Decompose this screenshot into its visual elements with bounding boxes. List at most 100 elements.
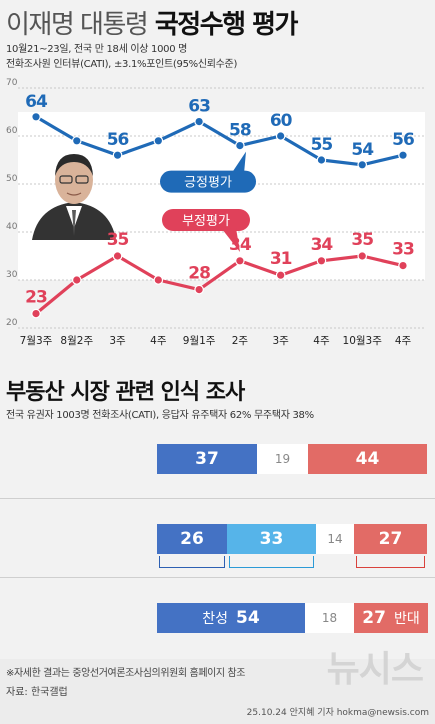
row-divider [0,498,435,499]
page-title: 이재명 대통령 국정수행 평가 [6,4,299,41]
data-label: 34 [311,235,334,255]
data-label: 54 [351,140,374,160]
segment-value: 54 [236,608,260,628]
title-part2: 국정수행 평가 [154,10,299,40]
legend-positive-label: 긍정평가 [184,176,232,191]
legend-negative-label: 부정평가 [182,214,230,229]
subtitle-line1: 10월21~23일, 전국 만 18세 이상 1000 명 [6,44,188,55]
x-tick-label: 8월2주 [60,335,93,347]
data-point [71,135,82,146]
person-portrait-icon [32,154,116,240]
segment-value: 27 [378,529,403,549]
data-point [275,270,286,280]
data-label: 63 [188,97,210,117]
y-tick-label: 50 [6,174,18,184]
data-label: 55 [311,135,333,155]
data-label: 56 [392,130,414,150]
segment-value: 33 [259,529,284,549]
survey-bar-segment: 26 [157,524,227,554]
survey-bar-segment: 37 [157,444,257,474]
data-point [357,160,368,170]
data-point [71,275,82,285]
data-point [398,150,408,160]
segment-value: 26 [180,529,204,549]
section2-subtitle: 전국 유권자 1003명 전화조사(CATI), 응답자 유주택자 62% 무주… [6,410,314,421]
caption-bracket [229,556,314,568]
legend-positive-pointer [232,151,246,174]
section2-title: 부동산 시장 관련 인식 조사 [6,380,245,405]
source-label: 자료: 한국갤럽 [6,687,68,698]
data-point [275,131,286,141]
x-tick-label: 10월3주 [343,335,383,347]
data-point [235,140,245,151]
caption-bracket [356,556,425,568]
data-label: 33 [392,240,414,260]
data-label: 35 [107,230,129,250]
data-label: 60 [270,111,293,131]
legend-negative-pointer [222,228,240,252]
footer-band [0,659,435,724]
watermark-logo: 뉴시스 [326,649,424,690]
credit-line: 25.10.24 안지혜 기자 hokma@newsis.com [246,708,429,718]
survey-bar-segment: 27 반대 [354,603,428,633]
data-point [153,275,164,285]
series-line-negative [34,254,404,315]
subtitle-line2: 전화조사원 인터뷰(CATI), ±3.1%포인트(95%신뢰수준) [6,59,238,70]
segment-prefix: 반대 [393,611,420,627]
data-point [194,116,204,127]
data-point [112,251,123,261]
data-label: 23 [25,288,47,308]
data-label: 35 [351,230,373,250]
x-tick-label: 7월3주 [20,335,53,347]
x-tick-label: 2주 [232,335,249,347]
x-tick-label: 3주 [109,335,126,347]
segment-value: 27 [362,608,386,628]
x-tick-label: 4주 [313,335,330,347]
data-label: 28 [188,264,210,284]
segment-value: 14 [327,532,343,546]
caption-bracket [159,556,225,568]
segment-prefix: 찬성 [202,611,229,627]
x-tick-label: 4주 [150,335,167,347]
data-label: 31 [270,249,292,269]
data-point [112,150,123,160]
title-part1: 이재명 대통령 [6,10,149,40]
y-tick-label: 60 [6,126,18,136]
survey-bar-segment: 33 [227,524,316,554]
y-tick-label: 40 [6,222,18,232]
data-point [235,256,245,266]
segment-value: 18 [321,611,338,625]
survey-bar-segment: 44 [308,444,427,474]
segment-value: 37 [195,449,219,469]
legend-positive-box [160,170,256,193]
survey-bar-segment: 27 [354,524,427,554]
data-point [31,308,41,319]
segment-value: 44 [355,449,380,469]
data-point [153,135,164,146]
x-tick-label: 4주 [395,335,412,347]
footnote: ※자세한 결과는 중앙선거여론조사심의위원회 홈페이지 참조 [6,668,246,679]
data-label: 64 [25,92,48,112]
y-tick-label: 30 [6,270,18,280]
survey-bar-segment: 19 [257,444,308,474]
segment-value: 19 [274,452,291,466]
data-point [357,251,368,261]
x-tick-label: 3주 [272,335,289,347]
x-tick-label: 9월1주 [183,335,216,347]
data-point [316,155,327,165]
row-divider [0,577,435,578]
legend-negative-box [162,209,250,231]
data-point [398,260,408,271]
data-label: 58 [229,121,251,141]
survey-bar-segment: 찬성 54 [157,603,305,633]
data-point [316,256,327,266]
y-tick-label: 70 [6,78,18,88]
series-line-positive [35,115,404,167]
survey-bar-segment: 18 [305,603,354,633]
survey-bar-segment: 14 [316,524,354,554]
data-label: 56 [107,130,129,150]
data-point [194,284,204,295]
data-point [31,111,41,122]
y-tick-label: 20 [6,318,18,328]
